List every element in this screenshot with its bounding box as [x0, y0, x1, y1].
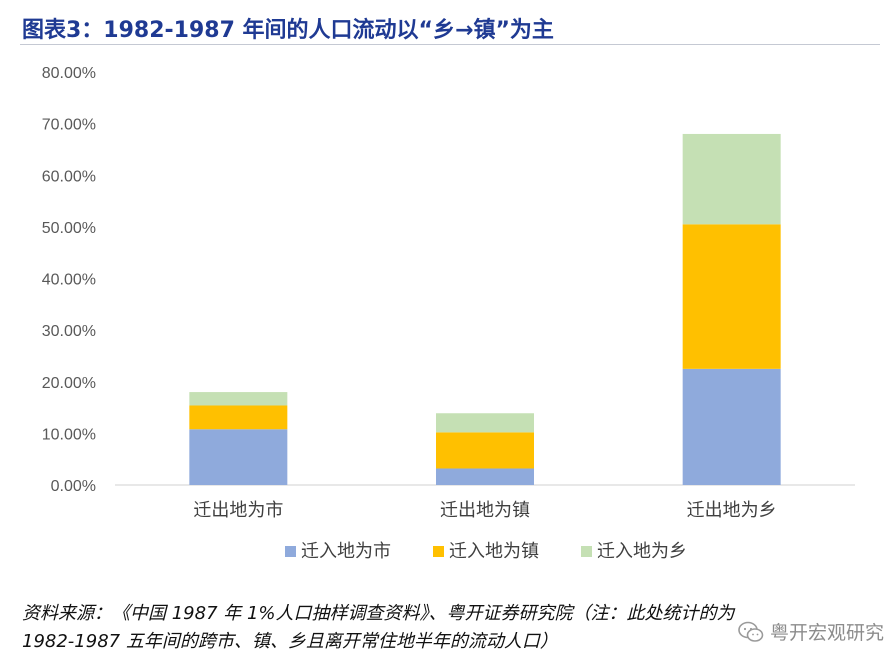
- x-tick-label: 迁出地为市: [193, 500, 283, 521]
- legend-label: 迁入地为镇: [449, 541, 539, 562]
- bar-segment: [436, 468, 534, 485]
- y-tick-label: 40.00%: [42, 272, 96, 289]
- bar-segment: [682, 133, 781, 225]
- watermark-text: 粤开宏观研究: [770, 622, 885, 644]
- bar-segment: [682, 224, 781, 369]
- bar-segment: [682, 368, 781, 485]
- title-divider: [20, 44, 880, 45]
- bar-segment: [189, 429, 288, 485]
- y-tick-label: 10.00%: [42, 426, 96, 443]
- y-tick-label: 70.00%: [42, 117, 96, 134]
- bar-segment: [436, 432, 534, 469]
- watermark: 粤开宏观研究: [738, 618, 884, 645]
- chart-title: 图表3：1982-1987 年间的人口流动以“乡→镇”为主: [22, 18, 554, 43]
- x-tick-label: 迁出地为乡: [687, 500, 777, 521]
- source-line-1: 资料来源：《中国 1987 年 1%人口抽样调查资料》、粤开证券研究院（注：此处…: [22, 603, 735, 624]
- legend-swatch: [285, 546, 296, 557]
- y-tick-label: 0.00%: [51, 478, 96, 495]
- bar-segment: [189, 405, 288, 430]
- legend-swatch: [581, 546, 592, 557]
- y-tick-label: 60.00%: [42, 168, 96, 185]
- stacked-bar-chart: 0.00% 10.00% 20.00% 30.00% 40.00% 50.00% 60.00…: [42, 65, 855, 562]
- y-tick-label: 50.00%: [42, 220, 96, 237]
- legend-swatch: [433, 546, 444, 557]
- y-tick-label: 30.00%: [42, 323, 96, 340]
- source-note: 资料来源：《中国 1987 年 1%人口抽样调查资料》、粤开证券研究院（注：此处…: [22, 600, 882, 656]
- legend-label: 迁入地为市: [301, 541, 391, 562]
- y-tick-label: 20.00%: [42, 375, 96, 392]
- source-line-2: 1982-1987 五年间的跨市、镇、乡且离开常住地半年的流动人口）: [22, 631, 558, 652]
- wechat-icon: [738, 621, 764, 642]
- x-tick-label: 迁出地为镇: [440, 500, 530, 521]
- bar-segment: [436, 413, 534, 433]
- y-tick-label: 80.00%: [42, 65, 96, 82]
- legend-label: 迁入地为乡: [597, 541, 687, 562]
- bar-segment: [189, 392, 288, 406]
